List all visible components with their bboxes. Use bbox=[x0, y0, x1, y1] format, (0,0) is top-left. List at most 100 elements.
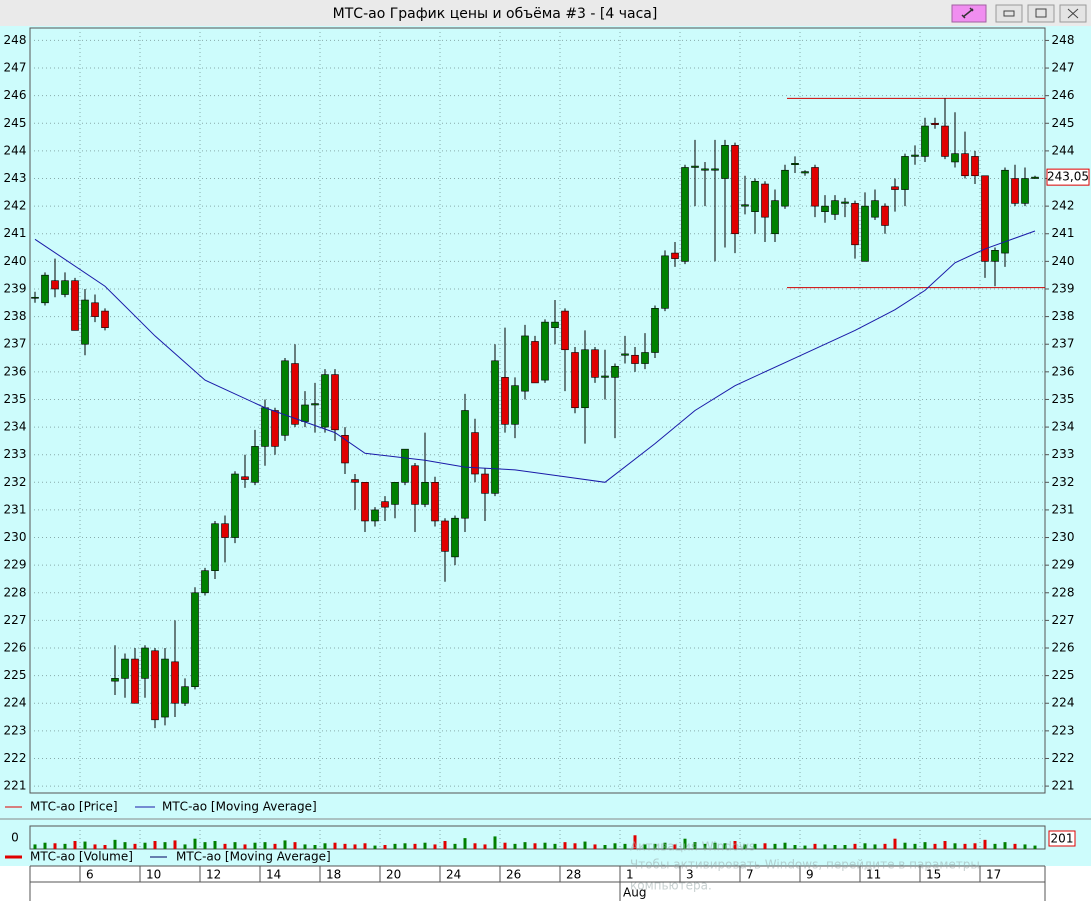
volume-bar bbox=[963, 843, 967, 849]
volume-bar bbox=[603, 844, 607, 849]
y-tick-label: 221 bbox=[4, 779, 27, 793]
y-tick-label: 239 bbox=[4, 281, 27, 295]
volume-bar bbox=[793, 844, 797, 849]
candle-body bbox=[481, 473, 489, 494]
y-tick-label-right: 238 bbox=[1052, 309, 1075, 323]
volume-bar bbox=[283, 840, 287, 849]
x-tick-label: 26 bbox=[506, 868, 521, 882]
volume-bar bbox=[303, 844, 307, 849]
candle-body bbox=[701, 168, 709, 171]
candle-body bbox=[1001, 169, 1009, 254]
candle-body bbox=[1011, 178, 1019, 204]
volume-bar bbox=[953, 843, 957, 849]
candle-body bbox=[751, 180, 759, 212]
y-tick-label: 235 bbox=[4, 392, 27, 406]
link-icon bbox=[961, 7, 974, 19]
link-button[interactable] bbox=[951, 4, 987, 23]
volume-bar bbox=[1003, 842, 1007, 849]
y-tick-label: 240 bbox=[4, 254, 27, 268]
y-tick-label: 237 bbox=[4, 337, 27, 351]
volume-bar bbox=[743, 844, 747, 849]
y-tick-label: 244 bbox=[4, 143, 27, 157]
y-tick-label: 228 bbox=[4, 585, 27, 599]
y-tick-label-right: 229 bbox=[1052, 558, 1075, 572]
candle-body bbox=[1031, 176, 1039, 179]
restore-button[interactable] bbox=[1027, 4, 1055, 23]
watermark: Активация Windows bbox=[630, 840, 755, 854]
candle-body bbox=[251, 446, 259, 483]
volume-bar bbox=[893, 838, 897, 849]
candle-body bbox=[531, 341, 539, 384]
volume-max-label: 201 bbox=[1051, 832, 1074, 846]
x-tick-label: 11 bbox=[866, 868, 881, 882]
last-price-label: 243,05 bbox=[1047, 170, 1089, 184]
candle-body bbox=[571, 352, 579, 409]
volume-bar bbox=[403, 843, 407, 849]
y-tick-label-right: 242 bbox=[1052, 199, 1075, 213]
volume-bar bbox=[33, 844, 37, 849]
volume-bar bbox=[873, 844, 877, 849]
last-price-box bbox=[1046, 168, 1090, 186]
volume-bar bbox=[203, 842, 207, 849]
y-tick-label-right: 246 bbox=[1052, 88, 1075, 102]
volume-bar bbox=[833, 844, 837, 849]
y-tick-label: 222 bbox=[4, 751, 27, 765]
volume-max-box bbox=[1048, 830, 1076, 847]
candle-body bbox=[591, 349, 599, 378]
volume-bar bbox=[433, 844, 437, 849]
volume-bar bbox=[413, 843, 417, 849]
candle-body bbox=[791, 163, 799, 166]
candle-body bbox=[161, 658, 169, 718]
x-tick-label: 17 bbox=[986, 868, 1001, 882]
candle-body bbox=[501, 377, 509, 425]
volume-bar bbox=[83, 841, 87, 849]
candle-body bbox=[451, 517, 459, 558]
watermark: Чтобы активировать Windows, перейдите в … bbox=[630, 858, 980, 872]
y-tick-label-right: 241 bbox=[1052, 226, 1075, 240]
volume-bar bbox=[973, 843, 977, 849]
candle-body bbox=[671, 252, 679, 259]
minimize-button[interactable] bbox=[995, 4, 1023, 23]
volume-bar bbox=[363, 843, 367, 849]
candle-body bbox=[771, 200, 779, 235]
y-tick-label: 243 bbox=[4, 171, 27, 185]
volume-bar bbox=[383, 844, 387, 849]
volume-bar bbox=[63, 843, 67, 849]
y-tick-label: 230 bbox=[4, 530, 27, 544]
volume-bar bbox=[663, 842, 667, 849]
volume-bar bbox=[93, 844, 97, 849]
volume-bar bbox=[733, 840, 737, 849]
candle-body bbox=[941, 125, 949, 157]
candle-body bbox=[521, 335, 529, 392]
y-tick-label-right: 239 bbox=[1052, 281, 1075, 295]
volume-bar bbox=[783, 842, 787, 849]
x-tick-label: 7 bbox=[746, 868, 754, 882]
volume-bar bbox=[113, 839, 117, 849]
x-tick-label: 6 bbox=[86, 868, 94, 882]
candle-body bbox=[661, 255, 669, 309]
y-tick-label: 233 bbox=[4, 447, 27, 461]
volume-bar bbox=[683, 838, 687, 849]
close-icon bbox=[1067, 8, 1079, 19]
x-tick-label: 24 bbox=[446, 868, 461, 882]
month-label: Aug bbox=[623, 886, 646, 900]
volume-bar bbox=[843, 844, 847, 849]
candle-body bbox=[691, 165, 699, 168]
y-tick-label: 224 bbox=[4, 696, 27, 710]
volume-bar bbox=[693, 842, 697, 849]
y-tick-label-right: 248 bbox=[1052, 33, 1075, 47]
y-tick-label-right: 227 bbox=[1052, 613, 1075, 627]
volume-bar bbox=[933, 843, 937, 849]
volume-bar bbox=[653, 843, 657, 849]
candle-body bbox=[171, 661, 179, 704]
y-tick-label-right: 221 bbox=[1052, 779, 1075, 793]
y-tick-label-right: 247 bbox=[1052, 61, 1075, 75]
candle-body bbox=[711, 168, 719, 171]
volume-bar bbox=[453, 843, 457, 849]
candle-body bbox=[471, 432, 479, 475]
volume-bar bbox=[133, 843, 137, 849]
volume-bar bbox=[643, 844, 647, 849]
candle-body bbox=[271, 410, 279, 447]
